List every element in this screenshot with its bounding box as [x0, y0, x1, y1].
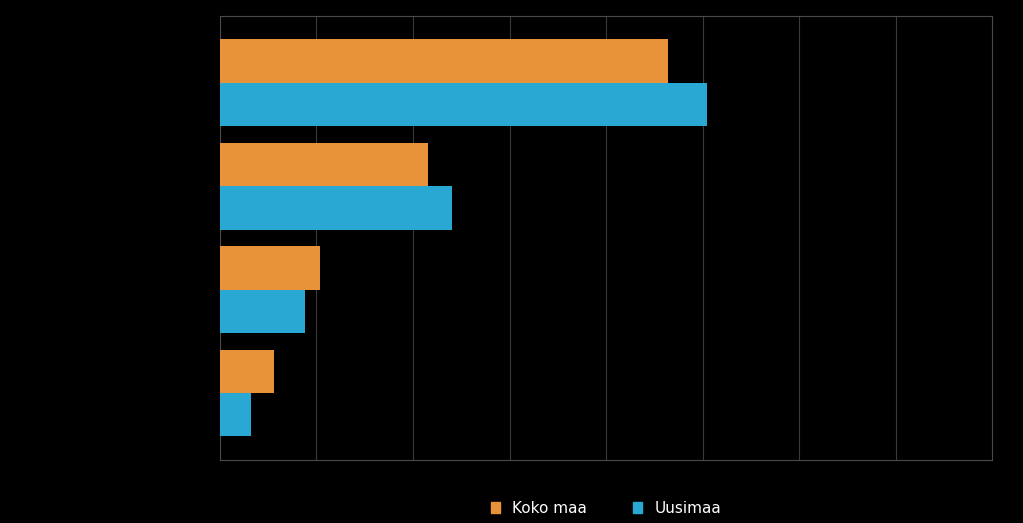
- Bar: [220, 290, 305, 333]
- Bar: [220, 393, 251, 437]
- Bar: [220, 349, 274, 393]
- Bar: [220, 143, 429, 186]
- Legend: Koko maa, Uusimaa: Koko maa, Uusimaa: [484, 494, 728, 523]
- Bar: [220, 186, 452, 230]
- Bar: [220, 246, 320, 290]
- Bar: [220, 39, 668, 83]
- Bar: [220, 83, 707, 127]
